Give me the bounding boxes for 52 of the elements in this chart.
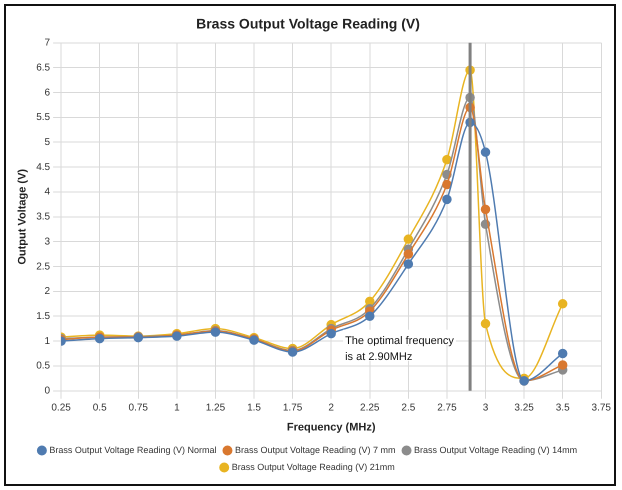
y-tick-label: 7 [44,38,51,49]
x-tick-label: 3.25 [514,402,534,414]
x-tick-label: 2.25 [360,402,380,414]
point [558,299,568,309]
x-tick-label: 1.75 [282,402,303,414]
legend-label: Brass Output Voltage Reading (V) 14mm [414,444,578,455]
point [404,249,414,259]
x-tick-label: 0.25 [51,402,72,414]
chart-title: Brass Output Voltage Reading (V) [196,15,420,32]
point [442,194,452,204]
x-tick-label: 2 [328,402,334,414]
legend-label: Brass Output Voltage Reading (V) Normal [49,444,216,455]
point [558,348,568,358]
y-tick-label: 1 [44,336,51,347]
y-axis-title: Output Voltage (V) [16,168,29,265]
x-tick-label: 3 [482,402,489,414]
y-tick-label: 2.5 [36,261,51,272]
legend-label: Brass Output Voltage Reading (V) 7 mm [234,444,396,455]
y-tick-label: 5 [44,136,51,148]
x-tick-label: 2.5 [401,402,416,414]
y-tick-label: 6.5 [36,62,51,74]
y-tick-label: 4 [44,186,51,198]
y-tick-label: 6 [44,87,51,98]
x-tick-label: 3.75 [592,402,612,414]
point [404,234,414,244]
y-tick-label: 1.5 [36,310,51,322]
point [442,180,452,190]
point [480,204,490,214]
point [326,328,336,338]
point [480,318,490,328]
point [480,147,490,157]
x-tick-label: 0.5 [92,402,108,414]
y-tick-label: 3.5 [36,212,51,223]
x-tick-label: 3.5 [556,402,570,414]
x-axis-title: Frequency (MHz) [286,421,376,434]
x-tick-label: 2.75 [437,402,458,414]
y-tick-label: 0 [44,386,51,397]
point [442,154,452,164]
ref-line-label: The optimal frequency is at 2.90MHz [345,334,454,363]
legend-label: Brass Output Voltage Reading (V) 21mm [232,462,395,472]
y-tick-label: 0.5 [36,360,51,372]
x-tick-label: 1.5 [247,402,262,414]
x-tick-label: 0.75 [128,402,148,414]
point [404,259,414,269]
y-tick-label: 3 [44,236,51,248]
x-tick-label: 1.25 [206,402,226,414]
y-tick-label: 4.5 [36,162,51,173]
y-tick-label: 2 [44,286,51,298]
point [558,360,568,370]
point [365,311,375,321]
x-tick-label: 1 [174,402,180,414]
y-tick-label: 5.5 [36,112,51,124]
